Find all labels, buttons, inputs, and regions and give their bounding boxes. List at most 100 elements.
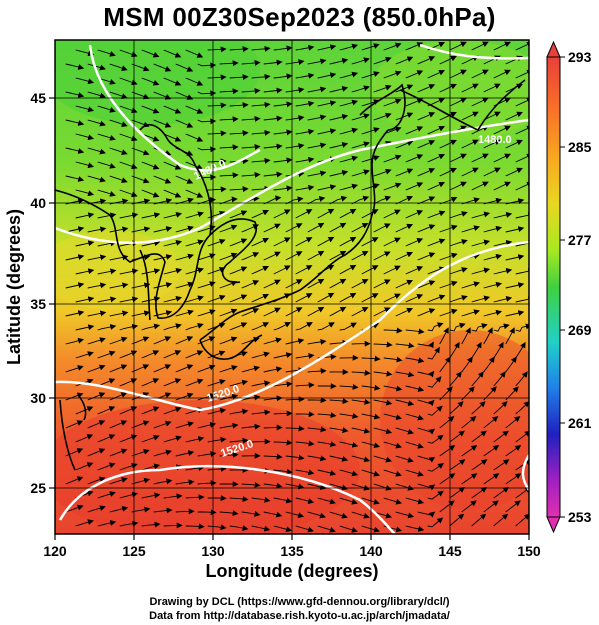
wind-streamline xyxy=(405,70,424,79)
colorbar-label: 277 xyxy=(568,232,592,248)
y-tick-labels: 45 40 35 30 25 xyxy=(30,90,46,496)
wind-streamline xyxy=(75,268,95,275)
wind-streamline xyxy=(329,278,347,289)
wind-streamline xyxy=(197,146,217,153)
wind-streamline xyxy=(339,208,357,219)
wind-streamline xyxy=(427,405,443,416)
wind-streamline xyxy=(405,357,425,364)
wind-streamline xyxy=(493,459,510,471)
wind-streamline xyxy=(427,434,444,444)
wind-streamline xyxy=(241,171,261,178)
wind-streamline xyxy=(207,294,226,303)
wind-streamline xyxy=(153,364,172,373)
wind-streamline xyxy=(219,365,238,373)
x-tick-label: 140 xyxy=(359,543,383,559)
wind-streamline xyxy=(87,254,107,261)
wind-streamline xyxy=(439,356,451,373)
wind-streamline xyxy=(141,463,161,471)
wind-streamline xyxy=(273,209,291,219)
wind-streamline xyxy=(461,309,480,317)
wind-streamline xyxy=(383,497,402,505)
wind-streamline xyxy=(197,174,217,181)
wind-streamline xyxy=(373,341,393,348)
wind-streamline xyxy=(65,91,85,98)
wind-streamline xyxy=(87,119,106,127)
wind-streamline xyxy=(405,497,425,505)
wind-streamline xyxy=(153,282,173,289)
wind-streamline xyxy=(251,129,271,136)
wind-streamline xyxy=(427,238,446,247)
wind-streamline xyxy=(417,168,436,177)
wind-streamline xyxy=(197,118,217,125)
wind-streamline xyxy=(285,115,305,122)
wind-streamline xyxy=(185,267,204,275)
wind-streamline xyxy=(175,225,194,233)
wind-streamline xyxy=(197,225,216,233)
wind-streamline xyxy=(339,43,359,51)
wind-streamline xyxy=(449,401,464,415)
wind-streamline xyxy=(141,49,160,58)
wind-streamline xyxy=(493,69,511,79)
wind-streamline xyxy=(295,44,315,51)
wind-streamline xyxy=(97,491,116,499)
wind-streamline xyxy=(329,222,347,233)
wind-streamline xyxy=(471,41,489,51)
wind-streamline xyxy=(317,44,337,51)
wind-streamline xyxy=(119,406,138,415)
wind-streamline xyxy=(131,63,150,72)
wind-streamline xyxy=(163,77,182,86)
wind-streamline xyxy=(273,73,293,80)
wind-streamline xyxy=(273,410,293,417)
wind-streamline xyxy=(273,352,293,359)
wind-streamline xyxy=(329,195,348,205)
wind-streamline xyxy=(307,250,325,261)
wind-streamline xyxy=(185,465,205,472)
wind-streamline xyxy=(197,393,216,401)
wind-streamline xyxy=(439,111,457,121)
wind-streamline xyxy=(75,406,94,415)
wind-streamline xyxy=(339,127,359,135)
wind-streamline xyxy=(361,209,379,219)
wind-streamline xyxy=(153,63,172,72)
wind-streamline xyxy=(163,323,182,331)
wind-streamline xyxy=(405,126,424,135)
wind-streamline xyxy=(505,473,522,485)
wind-streamline xyxy=(373,370,393,377)
wind-streamline xyxy=(263,115,283,122)
wind-streamline xyxy=(229,294,248,303)
wind-streamline xyxy=(405,154,424,163)
wind-streamline xyxy=(295,525,314,533)
wind-streamline xyxy=(163,133,182,142)
wind-streamline xyxy=(263,366,283,373)
wind-streamline xyxy=(483,500,499,513)
wind-streamline xyxy=(351,141,370,149)
wind-streamline xyxy=(141,378,160,387)
wind-streamline xyxy=(263,59,283,66)
wind-streamline xyxy=(229,525,249,531)
wind-streamline xyxy=(141,521,161,528)
wind-streamline xyxy=(251,409,271,416)
wind-streamline xyxy=(185,105,204,114)
wind-streamline xyxy=(383,209,401,219)
wind-streamline xyxy=(493,267,513,275)
wind-streamline xyxy=(295,184,315,191)
wind-streamline xyxy=(449,153,467,163)
wind-streamline xyxy=(515,268,529,275)
wind-streamline xyxy=(505,500,521,513)
wind-streamline xyxy=(483,473,500,485)
wind-streamline xyxy=(307,306,325,317)
wind-streamline xyxy=(449,211,468,219)
height-contours xyxy=(55,43,529,534)
wind-streamline xyxy=(163,239,183,247)
wind-streamline xyxy=(207,436,227,443)
wind-streamline xyxy=(273,381,293,388)
wind-streamline xyxy=(427,266,446,275)
wind-streamline xyxy=(175,450,195,457)
wind-streamline xyxy=(351,427,371,434)
wind-streamline xyxy=(307,278,325,289)
wind-streamline xyxy=(493,125,511,135)
wind-streamline xyxy=(339,441,359,448)
wind-streamline xyxy=(229,46,249,53)
wind-streamline xyxy=(119,520,139,527)
